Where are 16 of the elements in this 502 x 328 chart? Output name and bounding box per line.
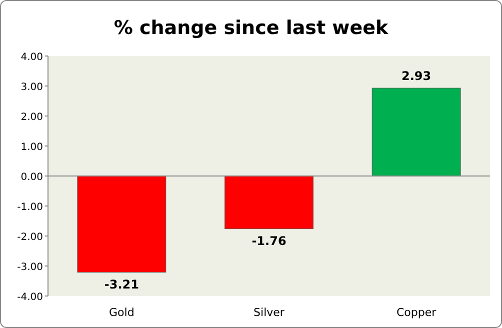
data-label: 2.93 bbox=[402, 69, 432, 84]
chart-title: % change since last week bbox=[114, 17, 389, 39]
data-label: -1.76 bbox=[252, 234, 286, 248]
data-label: -3.21 bbox=[104, 277, 139, 292]
y-tick-label: -2.00 bbox=[17, 232, 43, 243]
x-tick-label: Gold bbox=[109, 306, 134, 319]
y-tick-label: 2.00 bbox=[20, 112, 43, 123]
y-tick-label: -1.00 bbox=[17, 202, 43, 213]
y-tick-label: -4.00 bbox=[17, 292, 43, 303]
x-tick-label: Copper bbox=[396, 306, 437, 319]
y-tick-label: 0.00 bbox=[20, 172, 43, 183]
y-tick-label: 4.00 bbox=[20, 52, 43, 63]
x-tick-label: Silver bbox=[254, 306, 285, 319]
y-tick-label: 1.00 bbox=[20, 142, 43, 153]
y-tick-label: -3.00 bbox=[17, 262, 43, 273]
y-tick-label: 3.00 bbox=[20, 82, 43, 93]
